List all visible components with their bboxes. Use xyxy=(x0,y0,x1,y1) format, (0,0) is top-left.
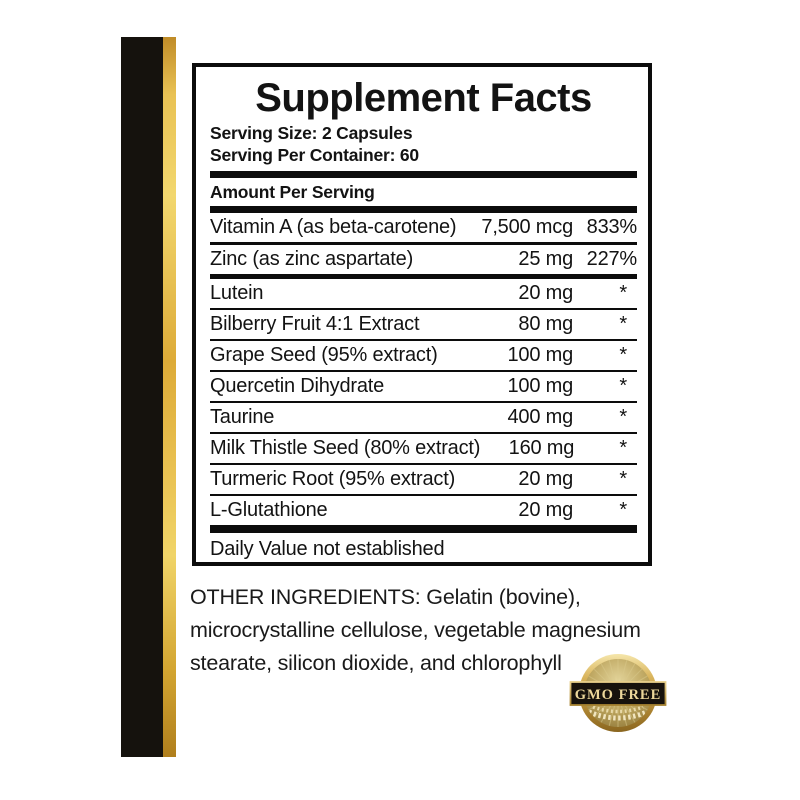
nutrient-row: Grape Seed (95% extract) 100 mg * xyxy=(210,341,637,372)
badge-banner xyxy=(569,681,667,706)
supplement-facts-panel: Supplement Facts Serving Size: 2 Capsule… xyxy=(192,63,652,566)
nutrient-row: Quercetin Dihydrate 100 mg * xyxy=(210,372,637,403)
nutrient-name: L-Glutathione xyxy=(210,499,328,521)
nutrient-daily-value: * xyxy=(619,437,627,459)
nutrient-name: Bilberry Fruit 4:1 Extract xyxy=(210,313,420,335)
nutrient-name: Lutein xyxy=(210,282,264,304)
nutrient-amount: 100 mg xyxy=(507,375,573,397)
nutrient-row: Taurine 400 mg * xyxy=(210,403,637,434)
nutrient-amount: 100 mg xyxy=(507,344,573,366)
other-ingredients-line: OTHER INGREDIENTS: Gelatin (bovine), xyxy=(190,585,581,609)
nutrient-amount: 160 mg xyxy=(508,437,575,459)
nutrient-amount: 20 mg xyxy=(518,499,573,521)
nutrient-row: Turmeric Root (95% extract) 20 mg * xyxy=(210,465,637,496)
nutrient-name: Turmeric Root (95% extract) xyxy=(210,468,456,490)
nutrient-name: Vitamin A (as beta-carotene) xyxy=(210,216,457,238)
badge-label: GMO FREE xyxy=(575,687,662,703)
other-ingredients-line: stearate, silicon dioxide, and chlorophy… xyxy=(190,651,562,675)
amount-per-serving-heading: Amount Per Serving xyxy=(210,182,375,202)
serving-size: Serving Size: 2 Capsules xyxy=(210,123,413,143)
gmo-free-badge: GMO FREE xyxy=(569,654,667,732)
nutrient-amount: 80 mg xyxy=(518,313,573,335)
badge-laurel-wreath xyxy=(588,705,648,721)
nutrient-row: Lutein 20 mg * xyxy=(210,279,637,310)
nutrient-daily-value: * xyxy=(619,406,627,428)
other-ingredients-line: microcrystalline cellulose, vegetable ma… xyxy=(190,618,641,642)
divider-bar xyxy=(210,525,637,533)
other-ingredients: OTHER INGREDIENTS: Gelatin (bovine), mic… xyxy=(190,581,668,680)
nutrient-amount: 20 mg xyxy=(518,282,573,304)
nutrient-row: Bilberry Fruit 4:1 Extract 80 mg * xyxy=(210,310,637,341)
nutrient-amount: 400 mg xyxy=(507,406,573,428)
left-accent-gold-stripe xyxy=(163,37,176,757)
nutrient-name: Quercetin Dihydrate xyxy=(210,375,385,397)
serving-per-container: Serving Per Container: 60 xyxy=(210,145,419,165)
nutrient-amount: 25 mg xyxy=(518,248,573,270)
nutrient-row: Milk Thistle Seed (80% extract) 160 mg * xyxy=(210,434,637,465)
nutrient-table: Vitamin A (as beta-carotene) 7,500 mcg 8… xyxy=(210,213,637,525)
divider-bar xyxy=(210,171,637,178)
nutrient-row: Vitamin A (as beta-carotene) 7,500 mcg 8… xyxy=(210,213,637,245)
nutrient-amount: 20 mg xyxy=(518,468,573,490)
nutrient-daily-value: * xyxy=(619,313,627,335)
nutrient-daily-value: * xyxy=(619,468,627,490)
nutrient-daily-value: 227% xyxy=(586,248,638,270)
left-accent-bar xyxy=(121,37,163,757)
nutrient-daily-value: * xyxy=(619,282,627,304)
nutrient-name: Taurine xyxy=(210,406,275,428)
nutrient-amount: 7,500 mcg xyxy=(481,216,573,238)
nutrient-name: Grape Seed (95% extract) xyxy=(210,344,438,366)
nutrient-row: Zinc (as zinc aspartate) 25 mg 227% xyxy=(210,245,637,279)
nutrient-daily-value: * xyxy=(619,375,627,397)
panel-title: Supplement Facts xyxy=(255,76,592,120)
daily-value-footnote: Daily Value not established xyxy=(210,538,445,560)
nutrient-daily-value: 833% xyxy=(586,216,638,238)
nutrient-daily-value: * xyxy=(619,499,627,521)
nutrient-name: Milk Thistle Seed (80% extract) xyxy=(210,437,481,459)
nutrient-daily-value: * xyxy=(619,344,627,366)
nutrient-row: L-Glutathione 20 mg * xyxy=(210,496,637,525)
divider-bar xyxy=(210,206,637,213)
nutrient-name: Zinc (as zinc aspartate) xyxy=(210,248,414,270)
